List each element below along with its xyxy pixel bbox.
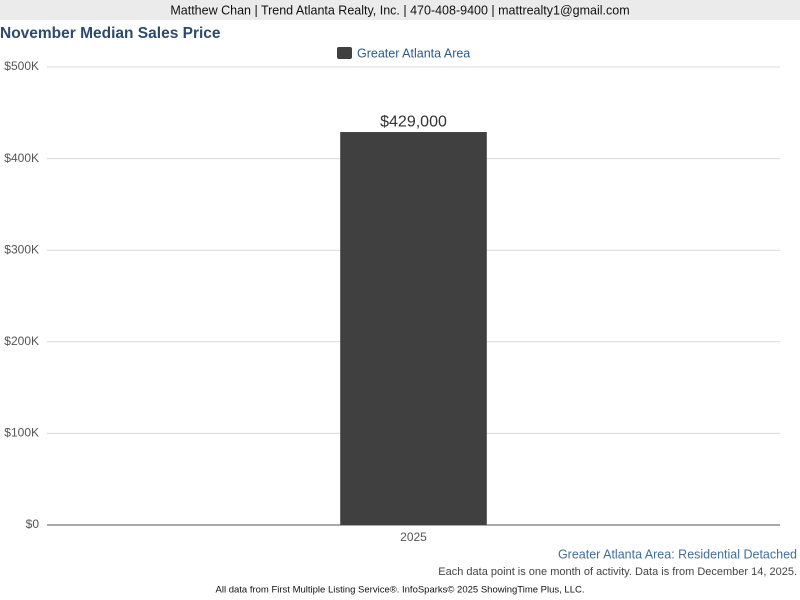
data-note: Each data point is one month of activity… [438,566,797,578]
x-tick-label: 2025 [400,530,427,544]
legend-swatch [337,47,352,59]
y-tick-label: $200K [4,334,39,348]
header-bar [0,0,800,20]
y-tick-label: $0 [26,517,40,531]
header-contact: Matthew Chan | Trend Atlanta Realty, Inc… [170,3,629,17]
legend-label: Greater Atlanta Area [357,46,470,60]
y-tick-label: $100K [4,426,39,440]
series-note: Greater Atlanta Area: Residential Detach… [558,547,797,561]
y-tick-label: $500K [4,59,39,73]
bar [340,132,487,525]
y-tick-label: $400K [4,151,39,165]
y-tick-label: $300K [4,242,39,256]
value-label: $429,000 [380,113,447,130]
source-note: All data from First Multiple Listing Ser… [216,585,585,596]
chart-title: November Median Sales Price [0,25,221,42]
